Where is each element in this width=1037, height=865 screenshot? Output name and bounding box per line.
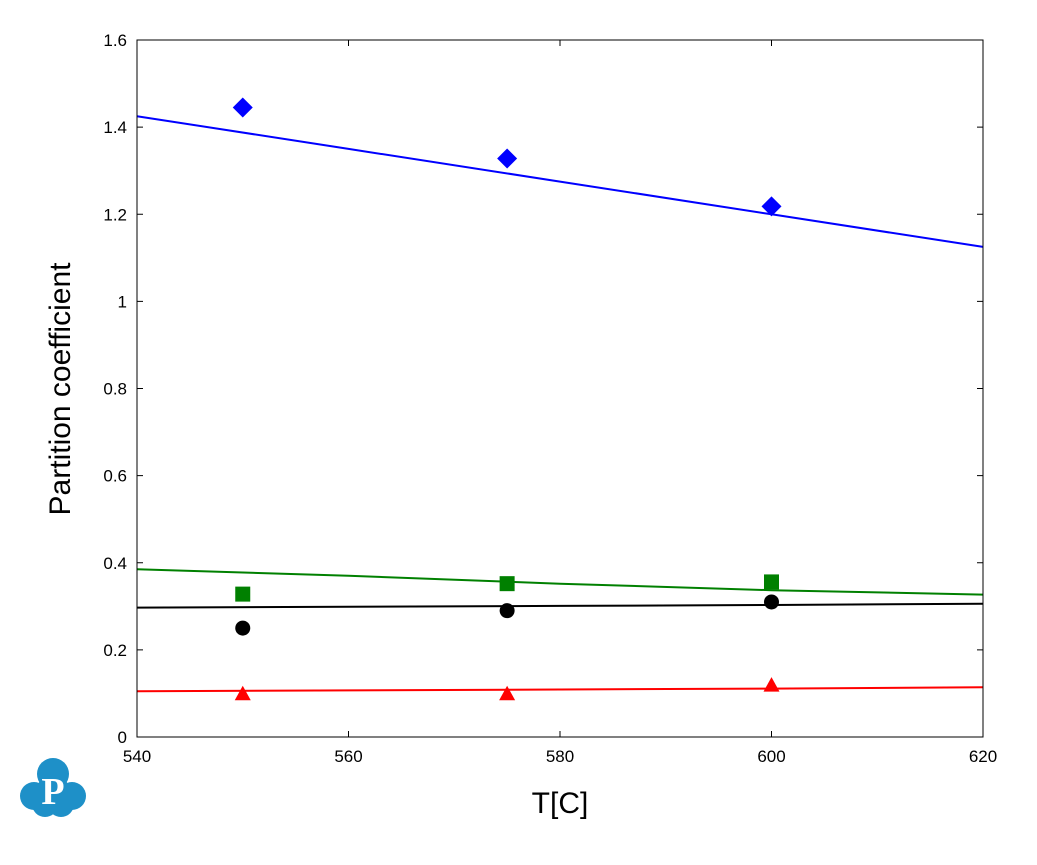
- y-tick-label: 0.8: [103, 380, 127, 399]
- series-3-line: [136, 686, 984, 693]
- y-tick-label: 0: [118, 728, 127, 747]
- logo-icon: P: [20, 758, 86, 817]
- series-1-point: [499, 576, 515, 592]
- x-tick-label: 560: [334, 747, 362, 766]
- x-axis-title: T[C]: [532, 787, 589, 820]
- x-tick-label: 620: [969, 747, 997, 766]
- x-tick-label: 540: [123, 747, 151, 766]
- series-1-line: [136, 568, 984, 596]
- series-0-point: [497, 148, 518, 169]
- plot-area: [136, 97, 984, 701]
- y-axis-title: Partition coefficient: [44, 262, 77, 516]
- y-tick-label: 1.2: [103, 205, 127, 224]
- series-2-line: [136, 602, 984, 609]
- series-1-point: [235, 586, 251, 602]
- y-tick-label: 0.2: [103, 641, 127, 660]
- y-tick-label: 1.4: [103, 118, 127, 137]
- series-3-point: [234, 685, 251, 701]
- series-0-point: [761, 196, 782, 217]
- logo-letter: P: [41, 771, 64, 813]
- plot-frame: [136, 39, 984, 738]
- series-0-point: [232, 97, 253, 118]
- x-axis: 540 560 580 600 620: [123, 40, 997, 766]
- series-3-point: [763, 677, 780, 692]
- series-2-point: [499, 603, 515, 619]
- x-tick-label: 600: [757, 747, 785, 766]
- y-axis: 0 0.2 0.4 0.6 0.8 1 1.2 1.4 1.6: [103, 31, 983, 747]
- y-tick-label: 0.6: [103, 467, 127, 486]
- series-1-point: [764, 574, 779, 590]
- x-tick-label: 580: [546, 747, 574, 766]
- series-3-point: [499, 685, 516, 701]
- y-tick-label: 1: [118, 292, 127, 311]
- series-0-line: [136, 115, 984, 248]
- series-2-point: [764, 594, 779, 610]
- y-tick-label: 1.6: [103, 31, 127, 50]
- series-2-point: [235, 620, 251, 636]
- y-tick-label: 0.4: [103, 554, 127, 573]
